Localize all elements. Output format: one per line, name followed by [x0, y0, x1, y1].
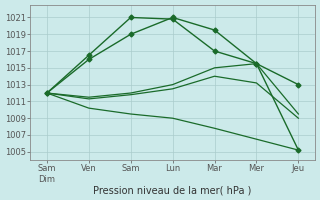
X-axis label: Pression niveau de la mer( hPa ): Pression niveau de la mer( hPa ) [93, 185, 252, 195]
